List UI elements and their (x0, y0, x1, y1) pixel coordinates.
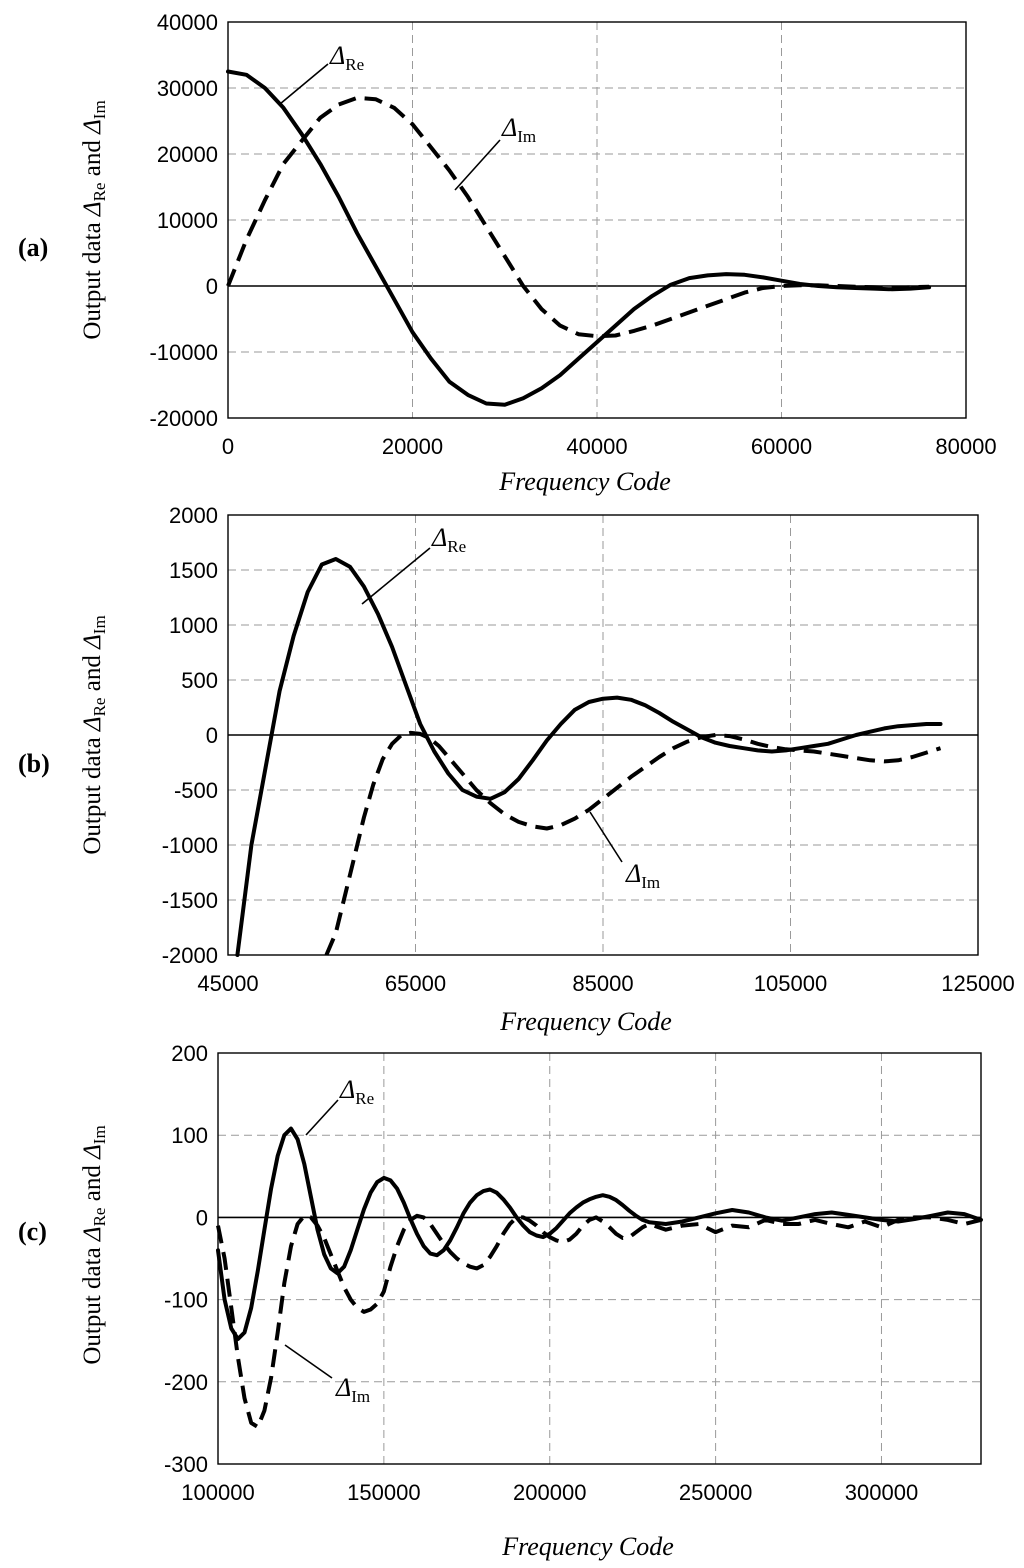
series-line-im (226, 95, 930, 339)
y-tick-label: -10000 (149, 340, 218, 365)
series-line-re (226, 69, 932, 407)
x-tick-label: 150000 (347, 1480, 420, 1505)
panel-label-b: (b) (18, 749, 50, 778)
panel-label-c: (c) (18, 1217, 47, 1246)
y-tick-label: -1500 (162, 888, 218, 913)
tick-labels-a: -20000 -10000 0 10000 20000 30000 40000 0 20000 4… (149, 10, 996, 459)
x-tick-label: 100000 (181, 1480, 254, 1505)
y-tick-label: -300 (164, 1452, 208, 1477)
x-tick-label: 0 (222, 434, 234, 459)
x-tick-label: 65000 (385, 971, 446, 996)
gridlines-a (228, 22, 966, 418)
y-tick-label: -100 (164, 1288, 208, 1313)
y-tick-label: -200 (164, 1370, 208, 1395)
annotation-re-c: ΔRe (339, 1075, 374, 1108)
plot-frame-c (217, 1052, 982, 1465)
x-tick-label: 200000 (513, 1480, 586, 1505)
leader-im-a (454, 139, 501, 191)
series-c (216, 1126, 983, 1429)
annotation-re-b: ΔRe (431, 523, 466, 556)
y-tick-label: 0 (206, 723, 218, 748)
leader-re-a (279, 63, 329, 105)
y-tick-label: -2000 (162, 943, 218, 968)
y-tick-label: -20000 (149, 406, 218, 431)
panel-label-a: (a) (18, 233, 48, 262)
x-tick-label: 20000 (382, 434, 443, 459)
x-tick-label: 250000 (679, 1480, 752, 1505)
y-tick-label: 20000 (157, 142, 218, 167)
series-b (235, 557, 943, 957)
y-tick-label: -1000 (162, 833, 218, 858)
plot-frame-a (227, 21, 967, 419)
x-tick-label: 45000 (197, 971, 258, 996)
x-tick-label: 300000 (845, 1480, 918, 1505)
series-a (226, 69, 932, 407)
x-tick-label: 60000 (751, 434, 812, 459)
series-line-re (235, 557, 943, 957)
chart-panel-c: (c) Output data ΔRe and ΔIm -300 -200 -100… (18, 1041, 983, 1561)
y-tick-label: 500 (181, 668, 218, 693)
series-line-im (324, 730, 942, 956)
gridlines-c (218, 1053, 981, 1464)
leader-im-b (589, 811, 623, 863)
y-axis-label-b: Output data ΔRe and ΔIm (79, 615, 109, 854)
y-tick-label: 100 (171, 1123, 208, 1148)
x-axis-label-c: Frequency Code (501, 1532, 674, 1561)
y-tick-label: 0 (206, 274, 218, 299)
x-tick-label: 125000 (941, 971, 1014, 996)
x-tick-label: 105000 (754, 971, 827, 996)
x-tick-label: 85000 (572, 971, 633, 996)
annotation-im-c: ΔIm (335, 1373, 370, 1406)
tick-labels-b: -2000 -1500 -1000 -500 0 500 1000 1500 2000 45000… (162, 503, 1015, 996)
leader-re-c (305, 1099, 339, 1136)
y-tick-label: 1500 (169, 558, 218, 583)
leader-re-b (361, 547, 431, 605)
annotation-im-a: ΔIm (501, 113, 536, 146)
chart-panel-b: (b) Output data ΔRe and ΔIm -2000 -1500 -1… (18, 503, 1015, 1036)
y-tick-label: 40000 (157, 10, 218, 35)
chart-panel-a: (a) Output data ΔRe and ΔIm -20000 -10000… (18, 10, 997, 496)
y-tick-label: 200 (171, 1041, 208, 1066)
y-axis-label-a: Output data ΔRe and ΔIm (79, 100, 109, 339)
y-tick-label: -500 (174, 778, 218, 803)
leader-im-c (284, 1344, 333, 1379)
annotation-re-a: ΔRe (329, 41, 364, 74)
plot-frame-b (227, 514, 979, 956)
y-tick-label: 30000 (157, 76, 218, 101)
y-tick-label: 1000 (169, 613, 218, 638)
x-tick-label: 40000 (566, 434, 627, 459)
annotation-im-b: ΔIm (625, 859, 660, 892)
series-line-re (216, 1126, 983, 1342)
y-tick-label: 10000 (157, 208, 218, 233)
y-tick-label: 2000 (169, 503, 218, 528)
series-line-im (216, 1213, 982, 1429)
x-axis-label-b: Frequency Code (499, 1007, 672, 1036)
y-axis-label-c: Output data ΔRe and ΔIm (79, 1125, 109, 1364)
x-axis-label-a: Frequency Code (498, 467, 671, 496)
gridlines-b (228, 515, 978, 955)
y-tick-label: 0 (196, 1205, 208, 1230)
x-tick-label: 80000 (935, 434, 996, 459)
tick-labels-c: -300 -200 -100 0 100 200 100000 150000 200000 250… (164, 1041, 918, 1505)
